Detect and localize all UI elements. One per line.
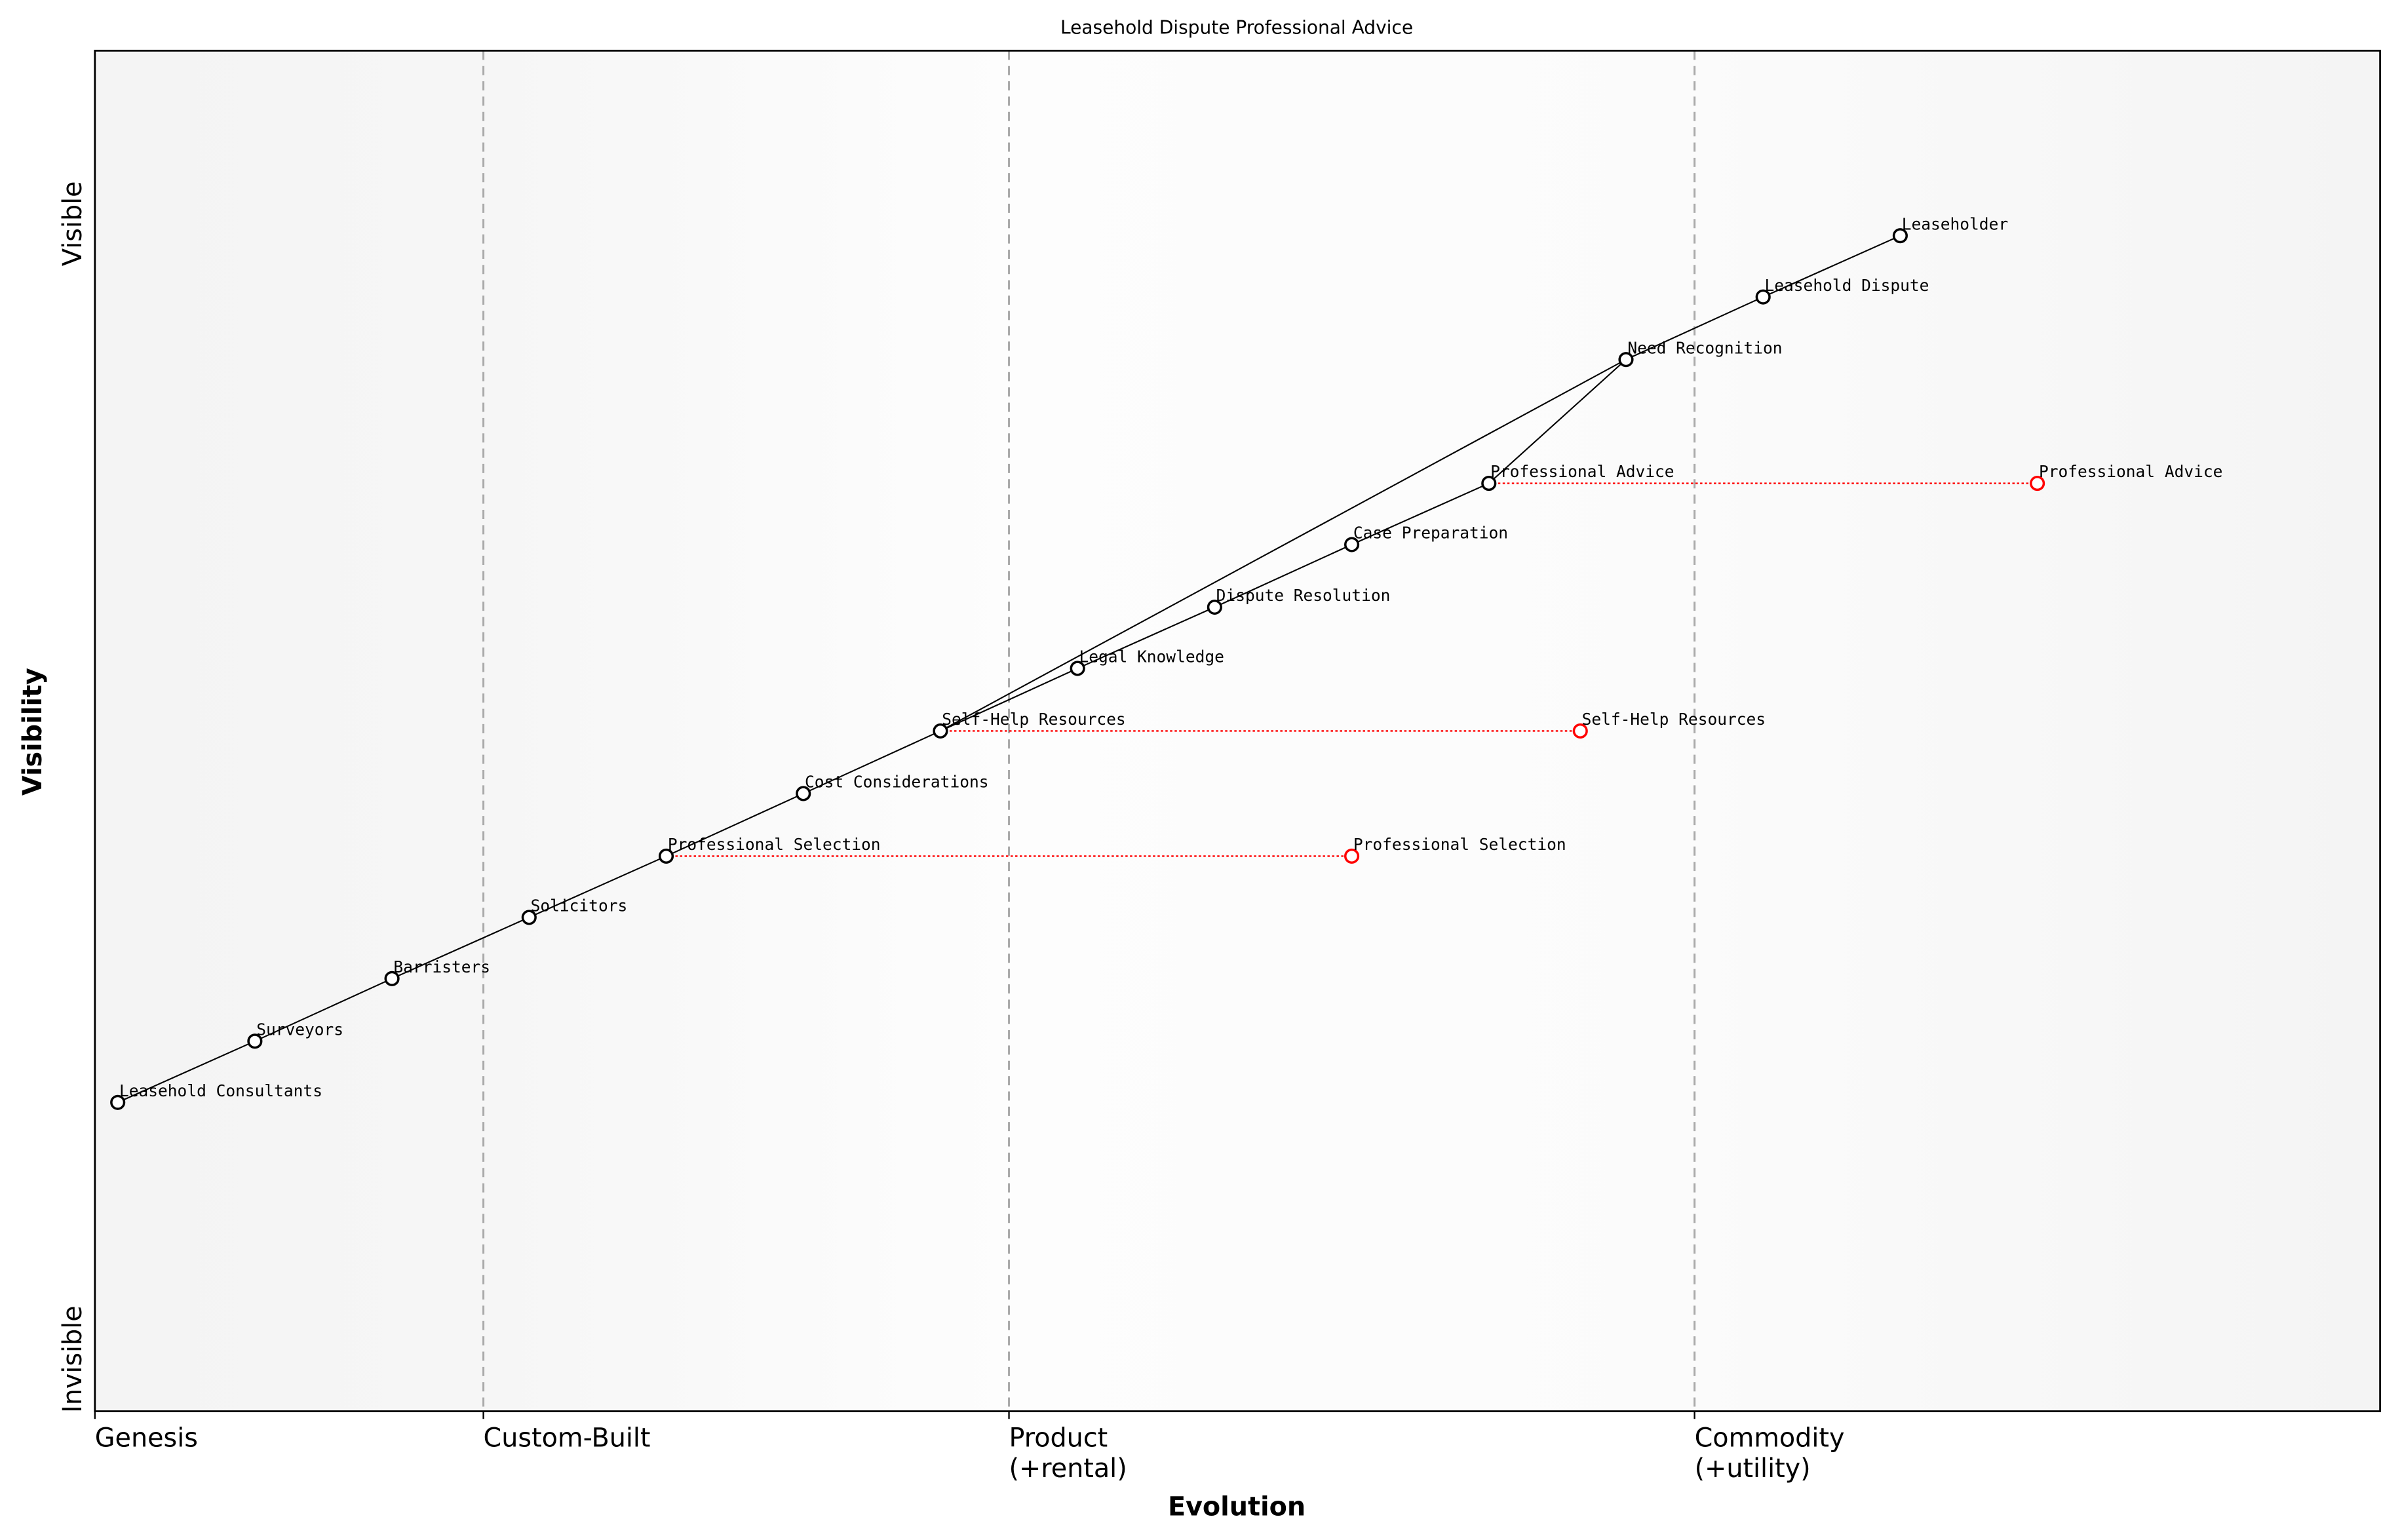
component-node <box>1481 476 1497 491</box>
component-label: Leaseholder <box>1902 214 2008 233</box>
component-label: Need Recognition <box>1627 338 1782 357</box>
x-tick-label: Commodity <box>1695 1423 1845 1453</box>
component-label: Leasehold Consultants <box>119 1081 322 1100</box>
component-label: Leasehold Dispute <box>1765 276 1929 295</box>
y-tick-visible: Visible <box>58 181 88 266</box>
dependency-link <box>1077 606 1215 669</box>
dependency-link <box>528 855 667 918</box>
dependency-link <box>1762 235 1901 298</box>
x-tick-label: Genesis <box>95 1423 198 1453</box>
component-node <box>521 910 537 925</box>
dependency-link <box>117 1040 256 1104</box>
dependency-link <box>666 792 804 857</box>
component-node <box>796 786 811 801</box>
component-node <box>933 723 948 739</box>
component-label: Cost Considerations <box>805 773 988 792</box>
x-tick-sublabel: (+rental) <box>1009 1453 1127 1484</box>
y-axis-label: Visibility <box>18 668 48 796</box>
x-axis-label: Evolution <box>1168 1492 1306 1522</box>
dependency-link <box>940 667 1078 732</box>
component-label: Professional Advice <box>1490 462 1674 481</box>
evolved-component-label: Professional Selection <box>1353 835 1566 854</box>
dependency-link <box>1351 482 1490 545</box>
dependency-link <box>254 978 393 1042</box>
component-node <box>110 1094 126 1110</box>
dependency-link <box>803 730 941 794</box>
plot-background <box>94 50 2380 1412</box>
component-label: Professional Selection <box>668 835 881 854</box>
x-tick-label: Product <box>1009 1423 1108 1453</box>
component-node <box>1207 599 1222 615</box>
dependency-link <box>391 916 530 980</box>
component-label: Legal Knowledge <box>1079 647 1224 666</box>
component-label: Surveyors <box>256 1020 343 1039</box>
evolved-component-node <box>1572 723 1588 739</box>
dependency-link <box>940 358 1627 732</box>
component-label: Self-Help Resources <box>942 710 1125 729</box>
component-node <box>1892 228 1908 244</box>
component-label: Barristers <box>393 957 490 976</box>
component-node <box>1755 289 1771 305</box>
dependency-link <box>1488 358 1627 484</box>
component-node <box>1344 537 1360 552</box>
component-node <box>384 971 400 986</box>
dependency-link <box>1625 296 1764 360</box>
evolved-component-label: Self-Help Resources <box>1582 710 1766 729</box>
x-tick-label: Custom-Built <box>484 1423 651 1453</box>
evolved-component-node <box>1344 848 1360 864</box>
plot-frame <box>94 49 2382 1412</box>
y-tick-invisible: Invisible <box>58 1305 88 1413</box>
chart-title: Leasehold Dispute Professional Advice <box>1060 17 1413 39</box>
evolved-component-node <box>2030 476 2045 491</box>
evolved-component-label: Professional Advice <box>2039 462 2222 481</box>
dependency-link <box>1214 544 1352 608</box>
component-node <box>658 848 674 864</box>
component-label: Solicitors <box>531 896 628 915</box>
component-label: Dispute Resolution <box>1216 586 1391 605</box>
component-node <box>1618 352 1634 368</box>
component-node <box>247 1033 263 1049</box>
component-label: Case Preparation <box>1353 524 1508 543</box>
component-node <box>1070 661 1085 676</box>
x-tick-sublabel: (+utility) <box>1695 1453 1811 1484</box>
